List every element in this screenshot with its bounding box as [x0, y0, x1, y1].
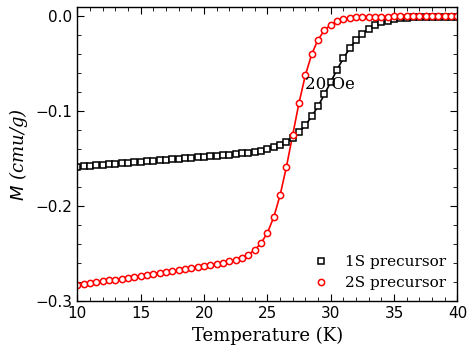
2S precursor [404, 14, 410, 19]
2S precursor [455, 14, 460, 19]
Legend: 1S precursor, 2S precursor: 1S precursor, 2S precursor [298, 250, 452, 296]
Line: 2S precursor: 2S precursor [74, 13, 461, 288]
1S precursor [208, 154, 213, 158]
1S precursor [277, 143, 283, 147]
X-axis label: Temperature (K): Temperature (K) [192, 327, 343, 345]
1S precursor [74, 164, 80, 169]
1S precursor [163, 158, 169, 162]
Y-axis label: $M$ (cmu/g): $M$ (cmu/g) [7, 108, 30, 201]
2S precursor [208, 263, 213, 267]
Text: 20 Oe: 20 Oe [305, 76, 356, 93]
2S precursor [302, 73, 308, 77]
1S precursor [455, 14, 460, 19]
1S precursor [151, 159, 156, 163]
2S precursor [163, 270, 169, 274]
2S precursor [277, 193, 283, 197]
2S precursor [74, 283, 80, 287]
1S precursor [404, 16, 410, 20]
2S precursor [151, 272, 156, 276]
Line: 1S precursor: 1S precursor [74, 13, 461, 170]
1S precursor [302, 123, 308, 127]
